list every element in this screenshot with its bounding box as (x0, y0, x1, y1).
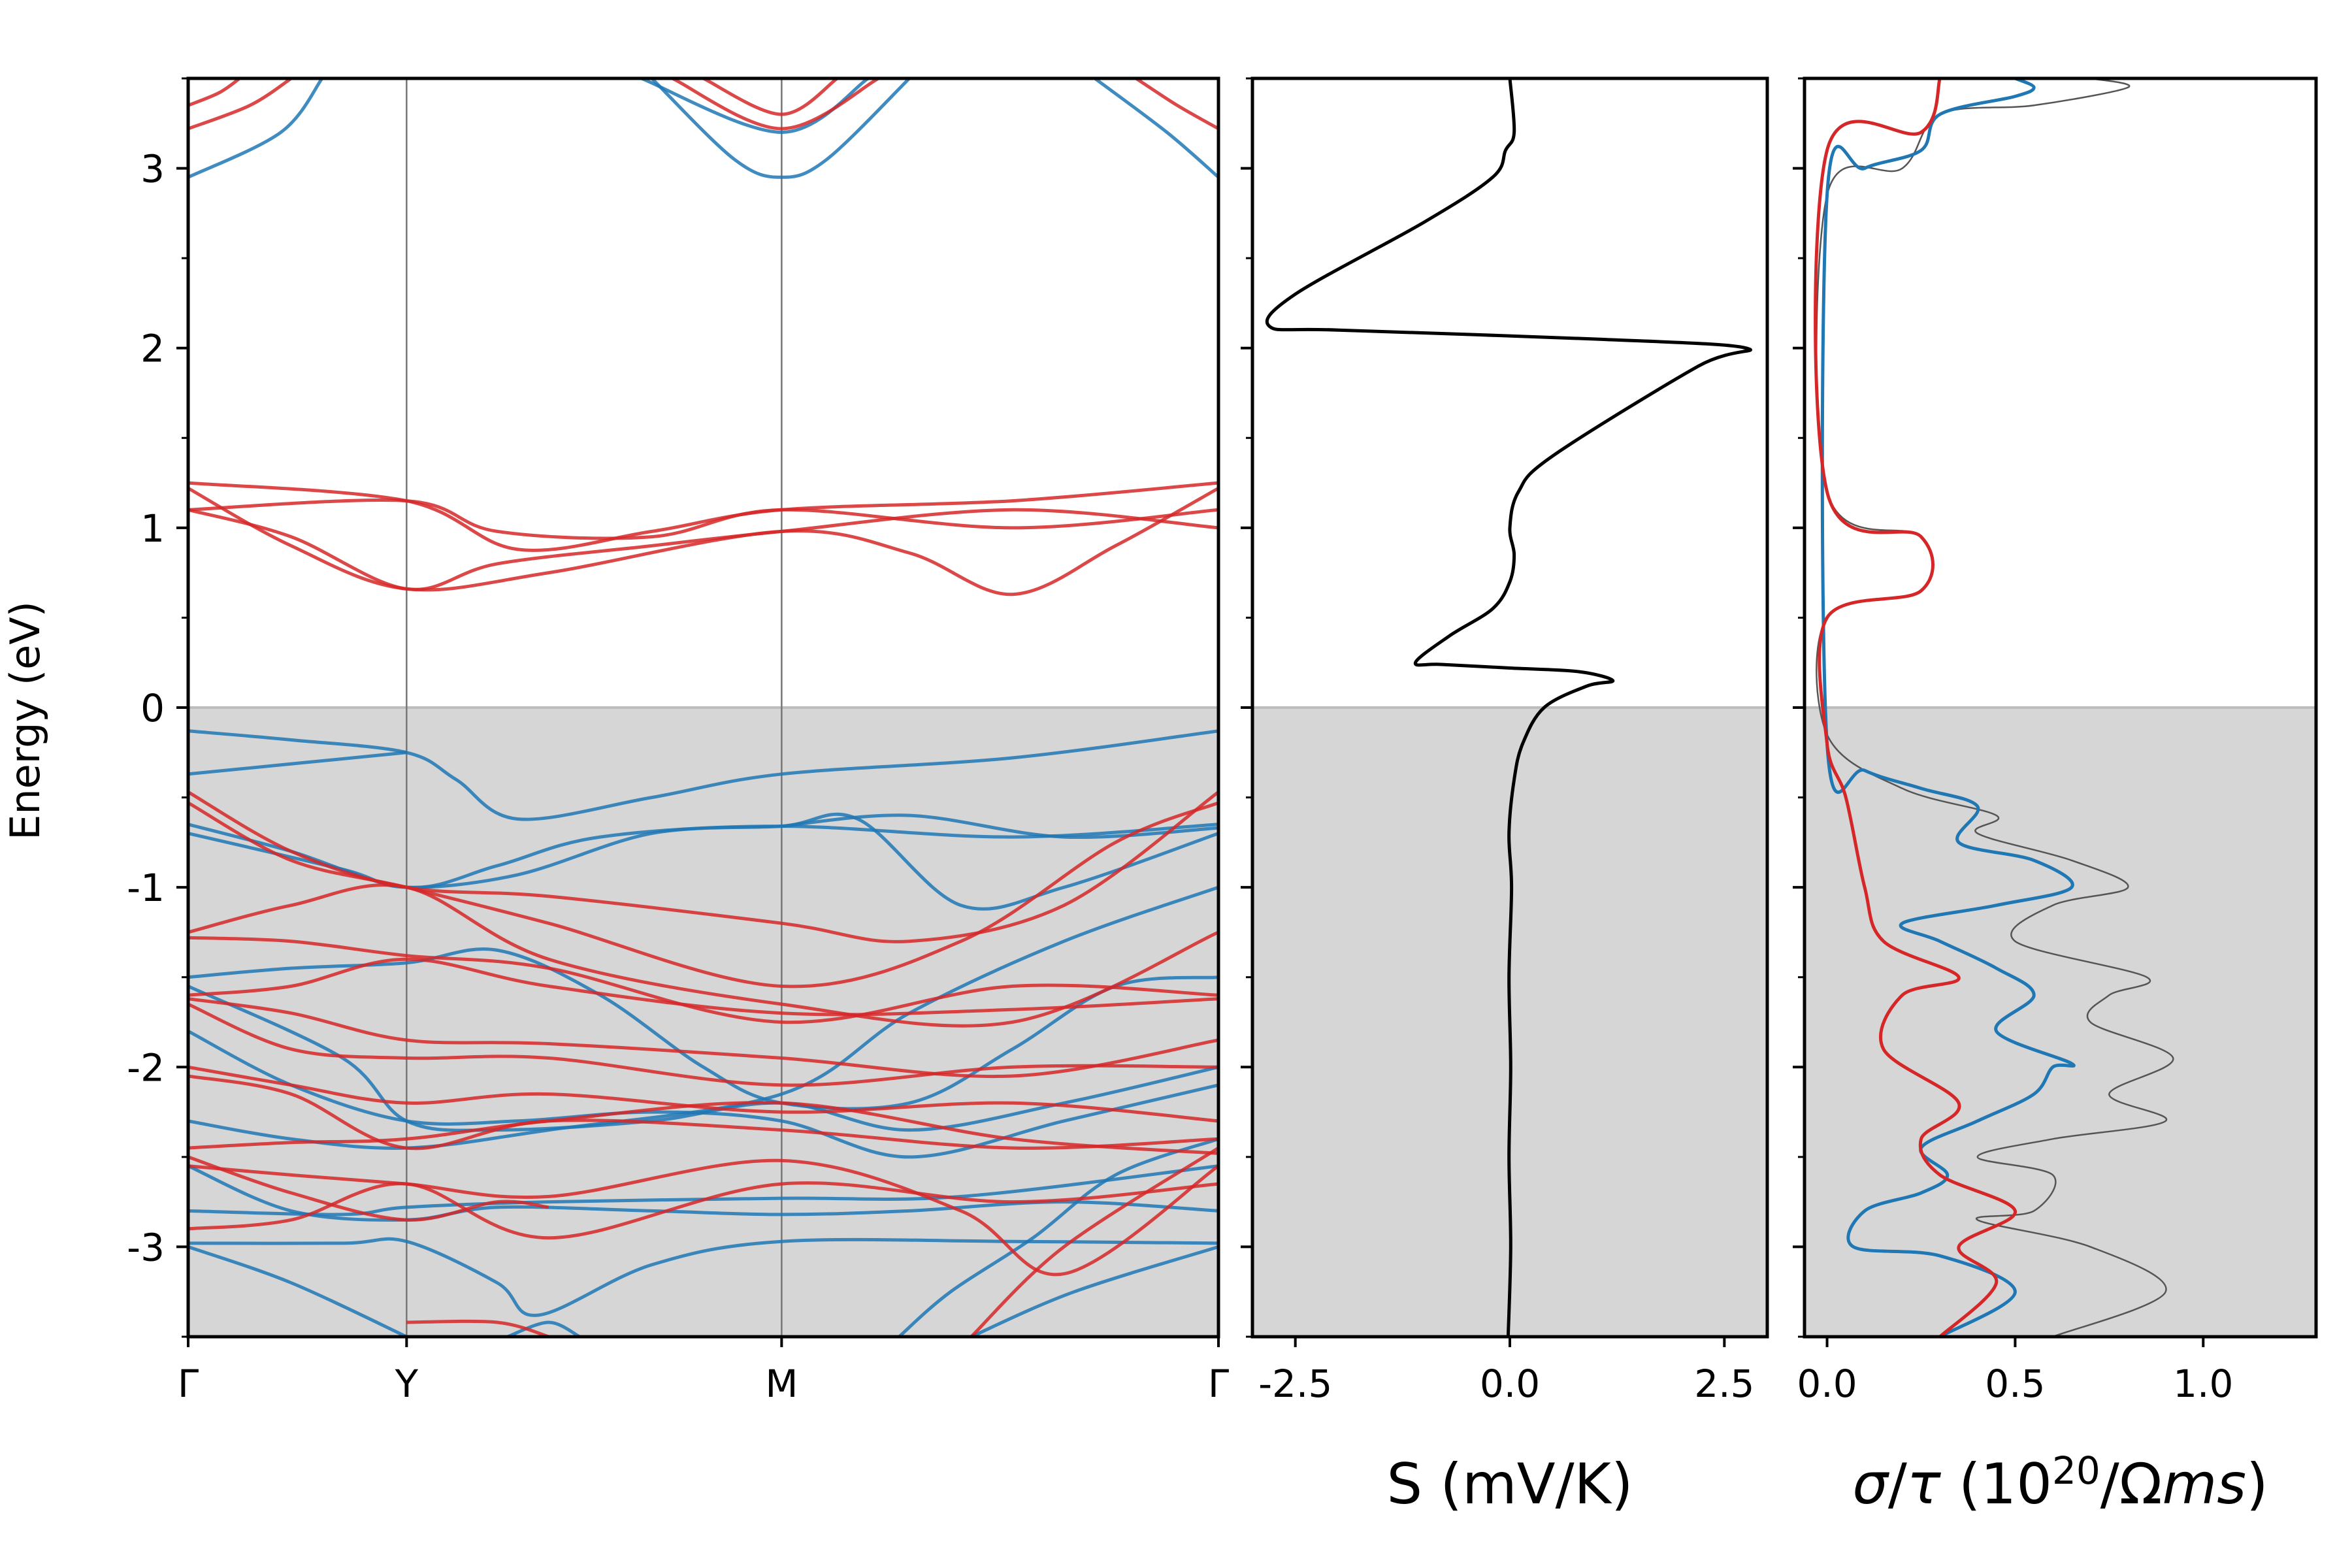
band-line (188, 1158, 1218, 1277)
band-line (188, 1065, 1218, 1123)
kpath-label: M (765, 1362, 798, 1406)
kpath-label: Y (395, 1362, 419, 1406)
band-line (970, 1146, 1218, 1337)
band-line (188, 1074, 1218, 1151)
energy-axis-ticks: -3 -2 -1 0 1 2 3 (127, 77, 188, 1338)
band-line (188, 1030, 1218, 1159)
band-line (672, 78, 879, 131)
band-line (898, 1137, 1218, 1337)
seebeck-axis-label: S (mV/K) (1386, 1452, 1633, 1517)
band-line (188, 947, 1218, 1111)
x-tick-label: 0.5 (1985, 1362, 2045, 1406)
band-line (188, 791, 1218, 943)
band-structure-panel: -3 -2 -1 0 1 2 3 Γ Y M Γ Energy (eV) (1, 76, 1229, 1406)
band-line (1135, 78, 1218, 131)
band-line (1094, 78, 1218, 179)
band-line (188, 751, 407, 776)
band-line (188, 1155, 549, 1222)
band-line (188, 801, 1218, 988)
x-tick-label: 0.0 (1797, 1362, 1857, 1406)
x-tick-label: -2.5 (1258, 1362, 1332, 1406)
kpath-label: Γ (1208, 1362, 1229, 1406)
band-line (188, 823, 1218, 889)
x-tick-label: 0.0 (1480, 1362, 1540, 1406)
band-occupied-shading (188, 708, 1218, 1337)
conductivity-x-ticks: 0.0 0.5 1.0 (1797, 1337, 2233, 1406)
conductivity-axis-label: σ/τ (1020/Ωms) (1852, 1448, 2268, 1517)
band-line (507, 1320, 581, 1337)
kpath-label: Γ (178, 1362, 199, 1406)
conductivity-y-ticks (1793, 77, 1805, 1338)
x-tick-label: 1.0 (2173, 1362, 2233, 1406)
band-line (188, 1181, 1218, 1240)
band-line (188, 985, 1218, 1132)
seebeck-panel: -2.5 0.0 2.5 S (mV/K) (1241, 76, 1769, 1517)
conductivity-panel: 0.0 0.5 1.0 σ/τ (1020/Ωms) (1793, 76, 2318, 1517)
seebeck-y-ticks (1241, 77, 1252, 1338)
band-line (188, 1237, 1218, 1317)
energy-axis-label: Energy (eV) (1, 601, 49, 840)
band-line (188, 729, 1218, 821)
band-line (781, 813, 1218, 840)
band-line (188, 957, 1218, 1017)
band-line (970, 1245, 1218, 1337)
band-line (650, 78, 911, 179)
band-line (188, 78, 324, 179)
band-line (188, 1002, 1218, 1087)
energy-tick-label: 1 (140, 506, 165, 551)
energy-tick-label: 3 (140, 147, 165, 191)
band-line (406, 1319, 549, 1337)
conductivity-lines (1814, 78, 2174, 1337)
band-line (188, 78, 293, 131)
energy-tick-label: -2 (127, 1045, 165, 1090)
energy-tick-label: -3 (127, 1225, 165, 1269)
conductivity-occupied-shading (1805, 708, 2316, 1337)
band-line (188, 78, 241, 107)
energy-tick-label: 0 (140, 686, 165, 730)
band-line (188, 885, 1218, 1150)
seebeck-lines (1265, 78, 1752, 1337)
band-line (188, 1245, 408, 1337)
energy-tick-label: -1 (127, 866, 165, 910)
kpoint-lines (406, 78, 783, 1337)
band-line (188, 1164, 1218, 1217)
series-line (1814, 78, 2017, 1337)
band-line (188, 997, 1218, 1079)
x-tick-label: 2.5 (1694, 1362, 1754, 1406)
band-lines (188, 78, 1218, 1337)
band-line (188, 936, 1218, 1024)
band-line (702, 78, 838, 116)
series-line (1265, 78, 1752, 1337)
band-line (640, 78, 870, 135)
band-line (188, 508, 1218, 591)
band-line (188, 1101, 1218, 1155)
energy-tick-label: 2 (140, 327, 165, 371)
seebeck-x-ticks: -2.5 0.0 2.5 (1258, 1337, 1754, 1406)
band-line (188, 498, 1218, 540)
band-line (188, 883, 1218, 1028)
series-line (1820, 78, 2076, 1337)
series-line (1816, 78, 2174, 1337)
